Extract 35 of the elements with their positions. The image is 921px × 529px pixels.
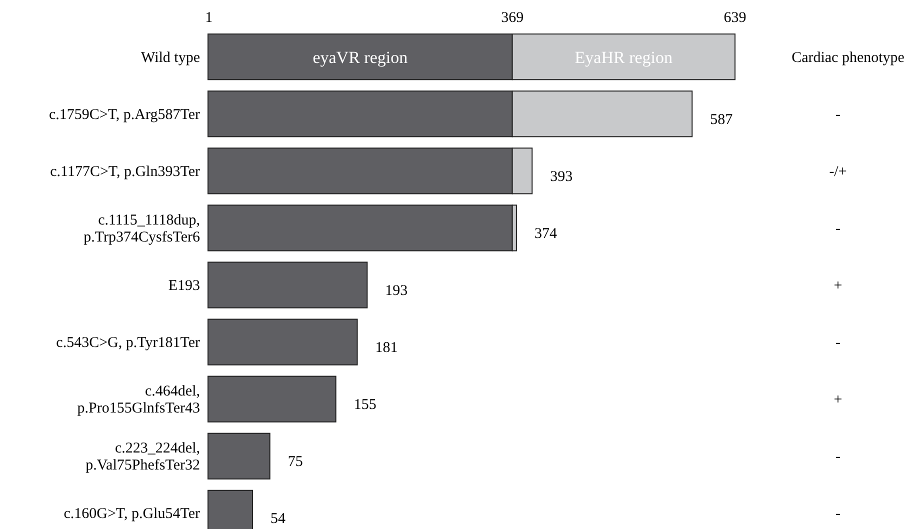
text: - <box>836 220 840 237</box>
text: - <box>836 106 840 123</box>
y-tick-label: c.1177C>T, p.Gln393Ter <box>50 164 200 180</box>
text: - <box>836 449 840 466</box>
total-label: 587 <box>710 112 734 128</box>
y-tick-label: Wild type <box>141 50 200 66</box>
bar <box>208 376 336 422</box>
total-label: 75 <box>288 454 303 470</box>
text: -/+ <box>829 164 847 180</box>
bar <box>208 318 358 366</box>
text: Cardiac phenotype <box>792 50 905 66</box>
bar <box>208 204 513 252</box>
bar <box>208 432 270 480</box>
total-label: 54 <box>270 511 286 528</box>
y-tick-label: c.543C>G, p.Tyr181Ter <box>56 335 200 352</box>
text: - <box>836 335 840 352</box>
text: + <box>834 278 842 294</box>
total-label: 374 <box>534 226 558 242</box>
total-label: 155 <box>354 397 376 414</box>
y-tick-label: E193 <box>168 278 200 294</box>
total-label: 393 <box>550 168 573 185</box>
y-tick-label: c.1759C>T, p.Arg587Ter <box>49 106 200 123</box>
text: - <box>836 506 840 522</box>
x-tick-label: 369 <box>501 10 524 26</box>
series-label: eyaVR region <box>312 48 408 67</box>
y-tick-label: c.223_224del, p.Val75PhefsTer32 <box>86 440 200 474</box>
text: + <box>834 392 842 408</box>
y-tick-label: c.464del, p.Pro155GlnfsTer43 <box>77 384 200 417</box>
total-label: 181 <box>375 340 398 356</box>
y-tick-label: c.160G>T, p.Glu54Ter <box>64 506 200 522</box>
x-tick-label: 1 <box>205 10 213 26</box>
x-tick-label: 639 <box>724 10 746 26</box>
bar <box>208 262 368 308</box>
y-tick-label: c.1115_1118dup, p.Trp374CysfsTer6 <box>84 212 200 246</box>
total-label: 193 <box>385 283 408 299</box>
